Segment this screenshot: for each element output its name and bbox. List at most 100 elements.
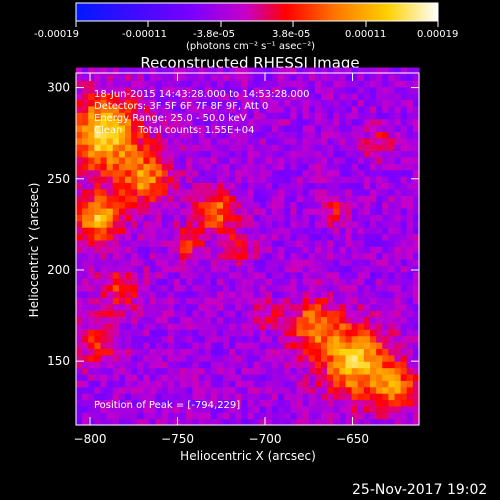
heatmap-cell	[412, 265, 420, 273]
heatmap-cell	[88, 259, 95, 267]
heatmap-cell	[118, 137, 126, 145]
heatmap-cell	[272, 131, 279, 139]
heatmap-cell	[100, 150, 108, 158]
heatmap-cell	[192, 316, 200, 324]
heatmap-cell	[88, 246, 95, 254]
heatmap-cell	[198, 252, 206, 260]
heatmap-cell	[370, 405, 377, 413]
heatmap-cell	[131, 386, 138, 394]
heatmap-cell	[339, 182, 347, 190]
heatmap-cell	[94, 105, 102, 113]
heatmap-cell	[388, 169, 396, 177]
heatmap-cell	[155, 361, 163, 369]
heatmap-cell	[278, 233, 285, 241]
heatmap-cell	[174, 131, 181, 139]
heatmap-cell	[192, 329, 200, 337]
heatmap-cell	[167, 137, 175, 145]
heatmap-cell	[174, 303, 181, 311]
heatmap-cell	[180, 373, 187, 381]
heatmap-cell	[174, 118, 181, 126]
heatmap-cell	[284, 118, 291, 126]
heatmap-cell	[370, 137, 377, 145]
heatmap-cell	[333, 284, 340, 292]
heatmap-cell	[302, 195, 310, 203]
heatmap-cell	[204, 195, 212, 203]
x-tick-label: −750	[161, 432, 194, 446]
heatmap-cell	[186, 169, 193, 177]
heatmap-cell	[216, 412, 224, 420]
heatmap-cell	[106, 354, 114, 362]
heatmap-cell	[241, 386, 249, 394]
heatmap-cell	[327, 399, 334, 407]
heatmap-cell	[229, 303, 236, 311]
heatmap-cell	[198, 316, 206, 324]
heatmap-cell	[118, 418, 126, 426]
heatmap-cell	[290, 144, 298, 152]
heatmap-cell	[253, 322, 261, 330]
heatmap-cell	[100, 163, 108, 171]
heatmap-cell	[412, 297, 420, 305]
heatmap-cell	[388, 201, 396, 209]
heatmap-cell	[167, 80, 175, 88]
heatmap-cell	[241, 144, 249, 152]
heatmap-cell	[253, 297, 261, 305]
heatmap-cell	[278, 399, 285, 407]
heatmap-cell	[351, 297, 359, 305]
heatmap-cell	[272, 361, 279, 369]
heatmap-cell	[143, 246, 151, 254]
heatmap-cell	[302, 399, 310, 407]
heatmap-cell	[284, 361, 291, 369]
heatmap-cell	[198, 297, 206, 305]
heatmap-cell	[345, 335, 353, 343]
heatmap-cell	[406, 169, 414, 177]
heatmap-cell	[339, 271, 347, 279]
heatmap-cell	[94, 361, 102, 369]
heatmap-cell	[167, 239, 175, 247]
heatmap-cell	[308, 137, 316, 145]
heatmap-cell	[186, 322, 193, 330]
heatmap-cell	[235, 399, 242, 407]
heatmap-cell	[125, 348, 132, 356]
heatmap-cell	[345, 367, 353, 375]
heatmap-cell	[235, 239, 242, 247]
heatmap-cell	[131, 284, 138, 292]
heatmap-cell	[88, 214, 95, 222]
heatmap-cell	[82, 399, 89, 407]
heatmap-cell	[412, 182, 420, 190]
heatmap-cell	[210, 297, 218, 305]
heatmap-cell	[351, 373, 359, 381]
heatmap-cell	[351, 246, 359, 254]
heatmap-cell	[216, 316, 224, 324]
heatmap-cell	[100, 86, 108, 94]
heatmap-cell	[198, 412, 206, 420]
heatmap-cell	[284, 367, 291, 375]
heatmap-cell	[180, 405, 187, 413]
heatmap-cell	[112, 239, 120, 247]
heatmap-cell	[198, 169, 206, 177]
heatmap-cell	[167, 310, 175, 318]
heatmap-cell	[137, 348, 144, 356]
heatmap-cell	[112, 297, 120, 305]
heatmap-cell	[137, 144, 144, 152]
heatmap-cell	[94, 93, 102, 101]
heatmap-cell	[125, 265, 132, 273]
heatmap-cell	[314, 335, 322, 343]
heatmap-cell	[143, 259, 151, 267]
heatmap-cell	[210, 303, 218, 311]
heatmap-cell	[186, 131, 193, 139]
heatmap-cell	[388, 118, 396, 126]
heatmap-cell	[180, 303, 187, 311]
heatmap-cell	[406, 380, 414, 388]
heatmap-cell	[376, 405, 383, 413]
heatmap-cell	[265, 322, 273, 330]
heatmap-cell	[284, 131, 291, 139]
heatmap-cell	[143, 118, 151, 126]
heatmap-cell	[351, 105, 359, 113]
heatmap-cell	[296, 73, 304, 81]
heatmap-cell	[302, 303, 310, 311]
heatmap-cell	[88, 227, 95, 235]
heatmap-cell	[247, 150, 255, 158]
heatmap-cell	[247, 361, 255, 369]
heatmap-cell	[400, 73, 408, 81]
heatmap-cell	[155, 380, 163, 388]
